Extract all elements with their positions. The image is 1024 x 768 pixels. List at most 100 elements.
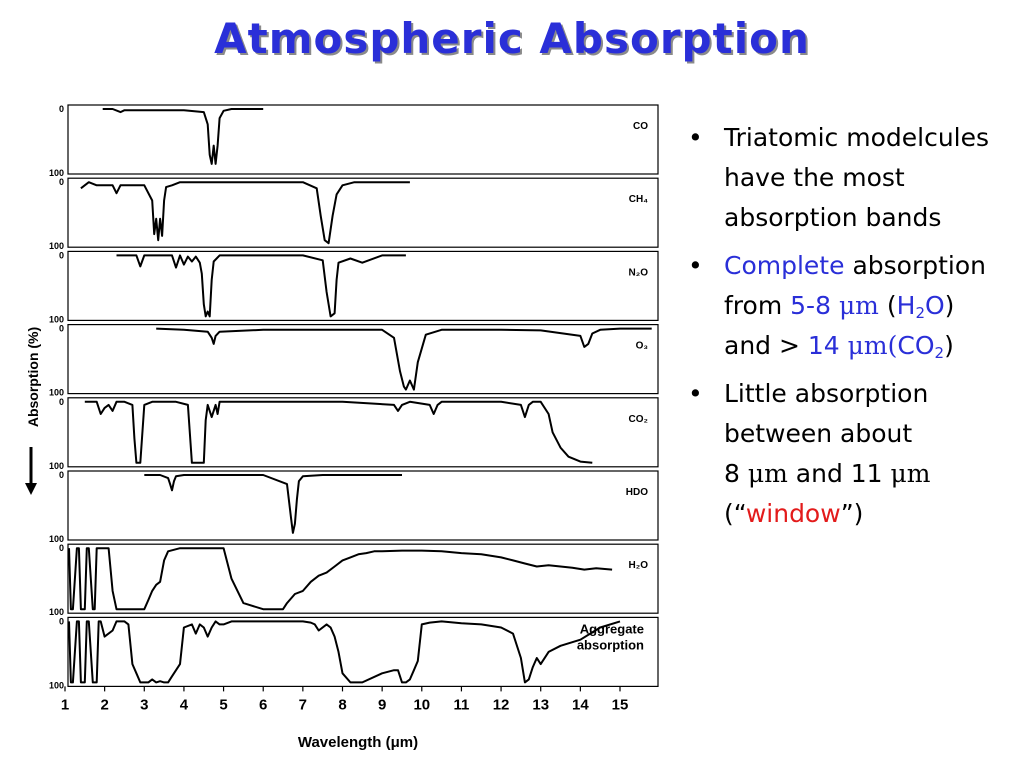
absorption-chart: 0100CO0100CH₄0100N₂O0100O₃0100CO₂0100HDO…	[25, 104, 659, 751]
gas-label-5: HDO	[626, 487, 648, 498]
panel-frame	[67, 616, 659, 688]
x-tick-label: 9	[378, 696, 386, 713]
y-tick-0: 0	[59, 250, 64, 260]
panel-5: 0 100 HDO	[49, 470, 659, 544]
x-tick-label: 11	[453, 696, 469, 713]
panel-3: 0 100 O₃	[49, 324, 659, 398]
little-absorption-text: Little absorption between about	[724, 379, 929, 448]
value-8: 8	[724, 459, 740, 488]
panel-frame	[67, 177, 659, 248]
x-tick-label: 12	[493, 696, 510, 713]
y-tick-100: 100	[49, 388, 64, 398]
gas-label-4: CO₂	[629, 414, 648, 425]
absorption-curve-2	[116, 254, 406, 318]
x-tick-label: 10	[413, 696, 430, 713]
x-tick-label: 6	[259, 696, 267, 713]
panel-0: 0 100 CO	[49, 104, 659, 178]
panel-frame	[67, 104, 659, 175]
absorption-curve-1	[80, 181, 410, 245]
x-tick-label: 1	[61, 696, 69, 713]
y-tick-0: 0	[59, 104, 64, 114]
x-tick-label: 7	[299, 696, 307, 713]
unit-um-4: μm	[890, 459, 931, 488]
h2o-sub: 2	[915, 304, 925, 322]
x-tick-label: 4	[180, 696, 189, 713]
y-tick-0: 0	[59, 324, 64, 334]
absorption-curve-4	[84, 400, 593, 464]
absorption-curve-5	[144, 474, 402, 534]
panels-layer: 0100CO0100CH₄0100N₂O0100O₃0100CO₂0100HDO…	[49, 104, 659, 690]
x-tick-label: 15	[612, 696, 629, 713]
value-14: 14	[807, 331, 840, 360]
y-axis-label: Absorption (%)	[25, 327, 41, 427]
y-tick-0: 0	[59, 470, 64, 480]
panel-6: 0 100 H₂O	[49, 543, 659, 617]
quote-close: ”)	[840, 499, 864, 528]
y-tick-0: 0	[59, 616, 64, 626]
quote-open: (“	[724, 499, 746, 528]
x-tick-label: 5	[219, 696, 227, 713]
y-tick-100: 100	[49, 680, 64, 690]
gas-label-2: N₂O	[629, 267, 649, 278]
and-greater-than: and >	[724, 331, 800, 360]
y-tick-100: 100	[49, 461, 64, 471]
y-tick-100: 100	[49, 314, 64, 324]
h2o-h: H	[896, 291, 916, 320]
x-tick-label: 8	[338, 696, 346, 713]
x-axis-label: Wavelength (μm)	[298, 734, 418, 751]
y-tick-100: 100	[49, 168, 64, 178]
panel-frame	[67, 250, 659, 321]
x-tick-label: 13	[532, 696, 549, 713]
absorption-from-text: absorption from	[724, 251, 986, 320]
complete-text: Complete	[724, 251, 845, 280]
bullet-text-1: Triatomic modelcules have the most absor…	[724, 123, 990, 232]
bullet-complete-absorption: Complete absorption from 5-8 μm (H2O) an…	[686, 246, 1016, 366]
bullet-triatomic: Triatomic modelcules have the most absor…	[686, 118, 1016, 238]
y-tick-100: 100	[49, 607, 64, 617]
down-arrow-icon	[25, 483, 37, 495]
y-axis-label-group: Absorption (%)	[25, 327, 41, 495]
and-11-text: and 11	[795, 459, 883, 488]
unit-um-1: μm	[838, 291, 879, 320]
co2-co: CO	[897, 331, 935, 360]
panel-4: 0 100 CO₂	[49, 397, 659, 471]
unit-um-3: μm	[747, 459, 788, 488]
y-tick-100: 100	[49, 534, 64, 544]
gas-label-3: O₃	[636, 341, 649, 352]
absorption-curve-7	[68, 620, 621, 684]
paren-close-2: )	[944, 331, 954, 360]
gas-label-aggregate-1: Aggregate	[580, 621, 644, 636]
gas-label-aggregate-2: absorption	[577, 637, 644, 652]
gas-label-6: H₂O	[629, 560, 649, 571]
panel-frame	[67, 324, 659, 395]
panel-frame	[67, 543, 659, 614]
range-5-8: 5-8	[790, 291, 831, 320]
gas-label-0: CO	[633, 121, 648, 132]
absorption-curve-6	[68, 547, 613, 611]
gas-label-1: CH₄	[629, 194, 648, 205]
panel-frame	[67, 470, 659, 541]
panel-1: 0 100 CH₄	[49, 177, 659, 251]
slide-title: Atmospheric Absorption	[214, 14, 810, 63]
unit-um-2: μm(	[847, 331, 898, 360]
panel-2: 0 100 N₂O	[49, 250, 659, 324]
y-tick-100: 100	[49, 241, 64, 251]
absorption-curve-3	[156, 327, 652, 391]
x-axis: 1 2 3 4 5 6 7 8 9 10 11 12 13 14 15	[61, 686, 629, 713]
y-tick-0: 0	[59, 543, 64, 553]
co2-sub: 2	[934, 344, 945, 362]
x-tick-label: 2	[100, 696, 108, 713]
y-tick-0: 0	[59, 177, 64, 187]
y-tick-0: 0	[59, 397, 64, 407]
x-tick-label: 3	[140, 696, 148, 713]
x-tick-label: 14	[572, 696, 589, 713]
window-text: window	[745, 499, 841, 528]
bullet-window: Little absorption between about 8 μm and…	[686, 374, 1016, 534]
paren-open: (	[886, 291, 897, 320]
bullet-list: Triatomic modelcules have the most absor…	[686, 118, 1016, 542]
paren-close: )	[944, 291, 955, 320]
h2o-o: O	[924, 291, 945, 320]
panel-frame	[67, 397, 659, 468]
absorption-curve-0	[102, 108, 264, 165]
